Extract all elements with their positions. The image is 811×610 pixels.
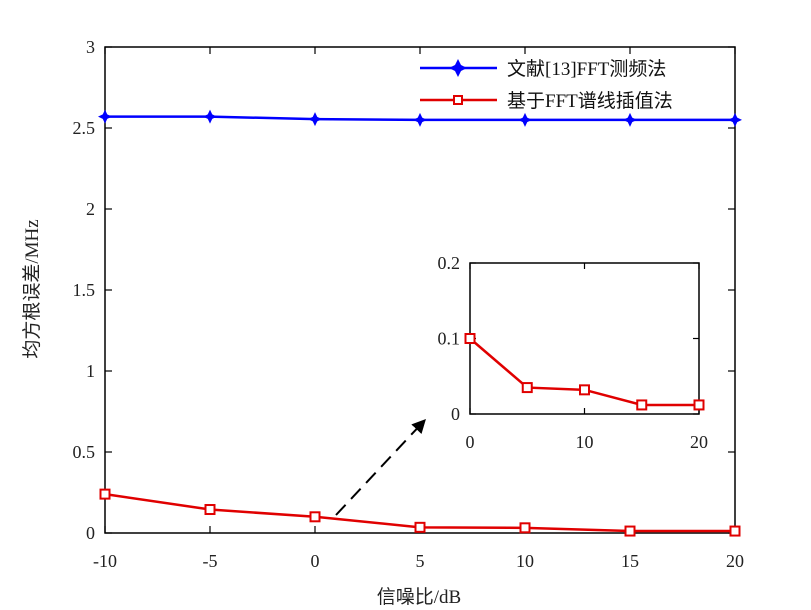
y-tick-label: 0.5 [73, 442, 96, 462]
inset-data-point-square [521, 382, 533, 394]
inset-x-tick-label: 0 [466, 432, 475, 452]
x-tick-label: -10 [93, 551, 117, 571]
data-point-star [518, 112, 532, 127]
data-point-square [519, 522, 531, 534]
data-point-square [414, 521, 426, 533]
legend-square-marker [453, 95, 463, 105]
inset-data-point-square [579, 384, 590, 396]
inset-y-tick-label: 0.2 [438, 253, 461, 273]
data-point-square [624, 525, 636, 537]
data-point-square [204, 504, 216, 516]
inset-x-tick-label: 20 [690, 432, 708, 452]
data-point-star [413, 112, 427, 127]
legend-label-series-2: 基于FFT谱线插值法 [507, 90, 673, 112]
x-tick-label: 5 [416, 551, 425, 571]
data-point-star [203, 109, 217, 124]
y-tick-label: 3 [86, 37, 95, 57]
x-tick-label: -5 [203, 551, 218, 571]
data-point-square [309, 511, 321, 523]
inset-data-point-square [636, 399, 648, 411]
x-tick-label: 10 [516, 551, 534, 571]
data-point-star [623, 112, 637, 127]
inset-data-point-square [693, 399, 705, 411]
y-tick-label: 1.5 [73, 280, 96, 300]
data-point-star [98, 109, 112, 124]
x-tick-label: 20 [726, 551, 744, 571]
data-point-star [728, 112, 742, 127]
inset-x-tick-label: 10 [576, 432, 594, 452]
y-tick-label: 2 [86, 199, 95, 219]
legend: 文献[13]FFT测频法 基于FFT谱线插值法 [420, 58, 673, 112]
data-point-square [99, 488, 111, 500]
x-axis-title: 信噪比/dB [377, 586, 461, 608]
x-tick-label: 15 [621, 551, 639, 571]
inset-plot: 0 10 20 0 0.1 0.2 [438, 253, 709, 452]
data-point-star [308, 112, 322, 127]
axis-titles: 信噪比/dB 均方根误差/MHz [21, 219, 461, 608]
y-tick-label: 2.5 [73, 118, 96, 138]
x-tick-label: 0 [311, 551, 320, 571]
inset-y-tick-label: 0.1 [438, 329, 461, 349]
y-tick-label: 0 [86, 523, 95, 543]
inset-y-tick-label: 0 [451, 404, 460, 424]
legend-star-marker [449, 59, 467, 77]
inset-data-point-square [464, 333, 476, 344]
legend-label-series-1: 文献[13]FFT测频法 [507, 58, 666, 80]
y-axis-title: 均方根误差/MHz [21, 219, 43, 358]
y-tick-label: 1 [86, 361, 95, 381]
data-point-square [729, 525, 741, 537]
